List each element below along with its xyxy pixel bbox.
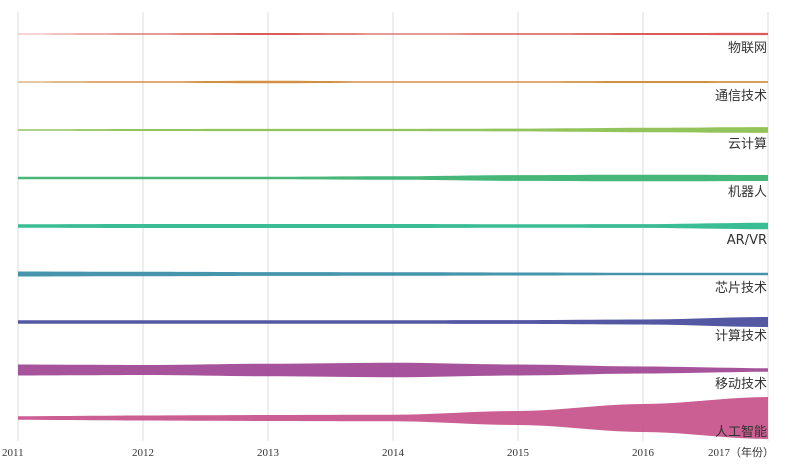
x-tick-label-2015: 2015 xyxy=(507,447,530,459)
x-tick-label-2017: 2017（年份） xyxy=(708,445,774,459)
series-label-6: 计算技术 xyxy=(715,329,767,344)
series-stream-4 xyxy=(18,222,768,230)
x-tick-label-2014: 2014 xyxy=(382,447,405,459)
series-stream-3 xyxy=(18,174,768,182)
x-tick-label-2016: 2016 xyxy=(632,447,655,459)
series-stream-2 xyxy=(18,127,768,133)
series-label-3: 机器人 xyxy=(728,185,767,200)
series-label-0: 物联网 xyxy=(728,41,767,56)
series-stream-7 xyxy=(18,362,768,378)
series-streams xyxy=(18,32,768,439)
x-tick-label-2012: 2012 xyxy=(132,447,154,459)
series-stream-0 xyxy=(18,32,768,36)
series-stream-5 xyxy=(18,271,768,277)
series-label-1: 通信技术 xyxy=(715,89,767,104)
series-label-2: 云计算 xyxy=(728,137,767,152)
x-axis-tick-labels: 2011 2012 2013 2014 2015 2016 2017（年份） xyxy=(2,445,774,459)
series-label-8: 人工智能 xyxy=(715,425,767,440)
x-tick-label-2013: 2013 xyxy=(257,447,280,459)
series-label-7: 移动技术 xyxy=(715,377,767,392)
series-label-5: 芯片技术 xyxy=(715,281,767,296)
series-stream-6 xyxy=(18,317,768,327)
series-label-4: AR/VR xyxy=(727,233,767,248)
series-stream-1 xyxy=(18,80,768,84)
series-stream-8 xyxy=(18,397,768,439)
x-tick-label-2011: 2011 xyxy=(2,447,24,459)
